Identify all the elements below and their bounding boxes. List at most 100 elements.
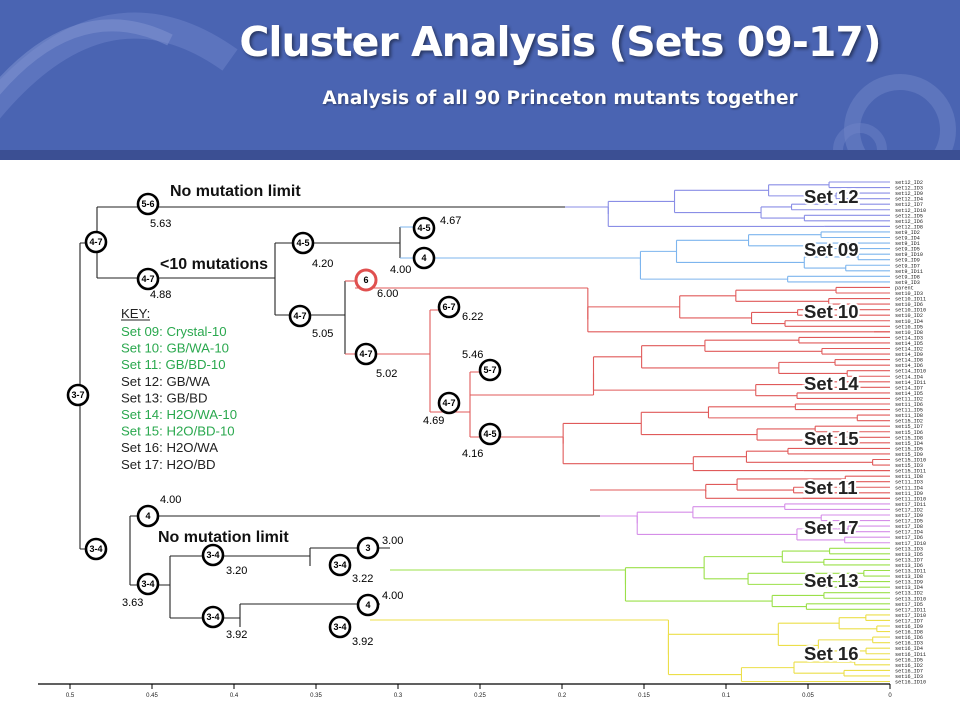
leaf-label: set12_ID8: [895, 224, 923, 230]
leaf-label: set15_ID3: [895, 463, 923, 469]
leaf-label: set15_ID9: [895, 452, 923, 458]
key-item: Set 09: Crystal-10: [121, 324, 227, 339]
node-blue_b: [412, 246, 436, 270]
node-label: 3-4: [141, 579, 154, 589]
set-label: Set 14: [804, 373, 859, 394]
key-item: Set 17: H2O/BD: [121, 457, 216, 472]
annotation-lt10: <10 mutations: [160, 256, 268, 273]
node-red_6: [354, 268, 378, 292]
node-yellow_a: [201, 605, 225, 629]
set-label: Set 16: [804, 643, 859, 664]
x-tick-label: 0: [888, 693, 892, 699]
leaf-label: set13_ID8: [895, 574, 923, 580]
node-red_45: [478, 422, 502, 446]
leaf-label: set9_ID1: [895, 241, 920, 247]
key-item: Set 12: GB/WA: [121, 374, 210, 389]
leaf-label: set12_ID10: [895, 208, 926, 214]
node-label: 4-7: [293, 311, 306, 321]
leaf-label: set9_ID8: [895, 274, 920, 280]
leaf-label: set11_ID10: [895, 496, 926, 502]
leaf-label: set13_ID5: [895, 552, 923, 558]
leaf-label: set16_ID4: [895, 646, 923, 652]
leaf-label: set12_ID9: [895, 191, 923, 197]
leaf-label: set13_ID2: [895, 591, 923, 597]
leaf-label: set11_ID2: [895, 396, 923, 402]
leaf-label: set14_ID11: [895, 380, 926, 386]
set-label: Set 13: [804, 570, 859, 591]
node-label: 4: [365, 600, 370, 610]
leaf-label: set14_ID6: [895, 363, 923, 369]
key-item: Set 13: GB/BD: [121, 390, 208, 405]
node-label: 3-4: [206, 612, 219, 622]
leaf-label: set13_ID4: [895, 585, 923, 591]
leaf-label: set9_ID7: [895, 263, 920, 269]
title-banner: Cluster Analysis (Sets 09-17) Analysis o…: [0, 0, 960, 160]
leaf-label: set12_ID3: [895, 186, 923, 192]
node-value: 5.02: [376, 368, 397, 380]
banner-ring: [844, 74, 956, 160]
leaf-label: set15_ID4: [895, 441, 923, 447]
node-label: 3-4: [333, 560, 346, 570]
leaf-label: set11_ID9: [895, 491, 923, 497]
leaf-label: set10_ID10: [895, 308, 926, 314]
node-label: 3-4: [206, 550, 219, 560]
key-item: Set 10: GB/WA-10: [121, 341, 229, 356]
node-value: 4.00: [160, 494, 181, 506]
set-label: Set 11: [804, 477, 858, 498]
leaf-label: set9_ID2: [895, 230, 920, 236]
node-value: 4.88: [150, 289, 171, 301]
x-tick-label: 0.05: [802, 693, 814, 699]
node-label: 4-5: [483, 429, 496, 439]
node-value: 3.63: [122, 597, 143, 609]
leaf-label: set17_ID7: [895, 618, 923, 624]
key-item: Set 16: H2O/WA: [121, 440, 218, 455]
leaf-label: set17_ID6: [895, 535, 923, 541]
leaf-label: set10_ID8: [895, 330, 923, 336]
node-set17_node: [136, 504, 160, 528]
leaf-label: set12_ID6: [895, 219, 923, 225]
node-label: 3-4: [89, 544, 102, 554]
leaf-label: set17_ID9: [895, 513, 923, 519]
node-label: 4-7: [89, 237, 102, 247]
leaf-label: set14_ID7: [895, 385, 923, 391]
leaf-label: set17_ID5: [895, 602, 923, 608]
leaf-label: set9_ID4: [895, 236, 920, 242]
node-lower_b: [136, 572, 160, 596]
page-title: Cluster Analysis (Sets 09-17): [239, 18, 881, 66]
leaf-label: set13_ID9: [895, 580, 923, 586]
leaf-label: set11_ID8: [895, 474, 923, 480]
x-tick-label: 0.2: [558, 693, 567, 699]
node-blue_node: [291, 231, 315, 255]
leaf-label: set15_ID6: [895, 430, 923, 436]
node-blue_a: [412, 216, 436, 240]
node-label: 6-7: [442, 302, 455, 312]
node-label: 4-7: [141, 274, 154, 284]
leaf-label: set17_ID11: [895, 607, 926, 613]
node-value: 6.22: [462, 311, 483, 323]
node-green_3: [356, 536, 380, 560]
node-label: 4-7: [359, 349, 372, 359]
node-label: 5-7: [483, 365, 496, 375]
x-tick-label: 0.1: [722, 693, 731, 699]
leaf-label: set16_ID3: [895, 641, 923, 647]
node-green_a: [201, 543, 225, 567]
node-value: 3.92: [352, 636, 373, 648]
node-red_67: [437, 295, 461, 319]
leaf-label: parent: [895, 285, 914, 291]
leaf-label: set16_ID5: [895, 657, 923, 663]
node-value: 4.69: [423, 415, 444, 427]
x-tick-label: 0.45: [146, 693, 158, 699]
node-value: 4.16: [462, 448, 483, 460]
banner-bottom-band: [0, 150, 960, 160]
leaf-label: set14_ID4: [895, 374, 923, 380]
key-item: Set 14: H2O/WA-10: [121, 407, 237, 422]
node-label: 4: [145, 511, 150, 521]
node-value: 6.00: [377, 288, 398, 300]
dendrogram: set12_ID2set12_ID3set12_ID9set12_ID4set1…: [38, 180, 926, 699]
node-red_57: [478, 358, 502, 382]
leaf-label: set15_ID10: [895, 458, 926, 464]
node-red_47b: [437, 391, 461, 415]
set-label: Set 15: [804, 428, 859, 449]
node-value: 5.46: [462, 349, 483, 361]
node-value: 5.63: [150, 218, 171, 230]
